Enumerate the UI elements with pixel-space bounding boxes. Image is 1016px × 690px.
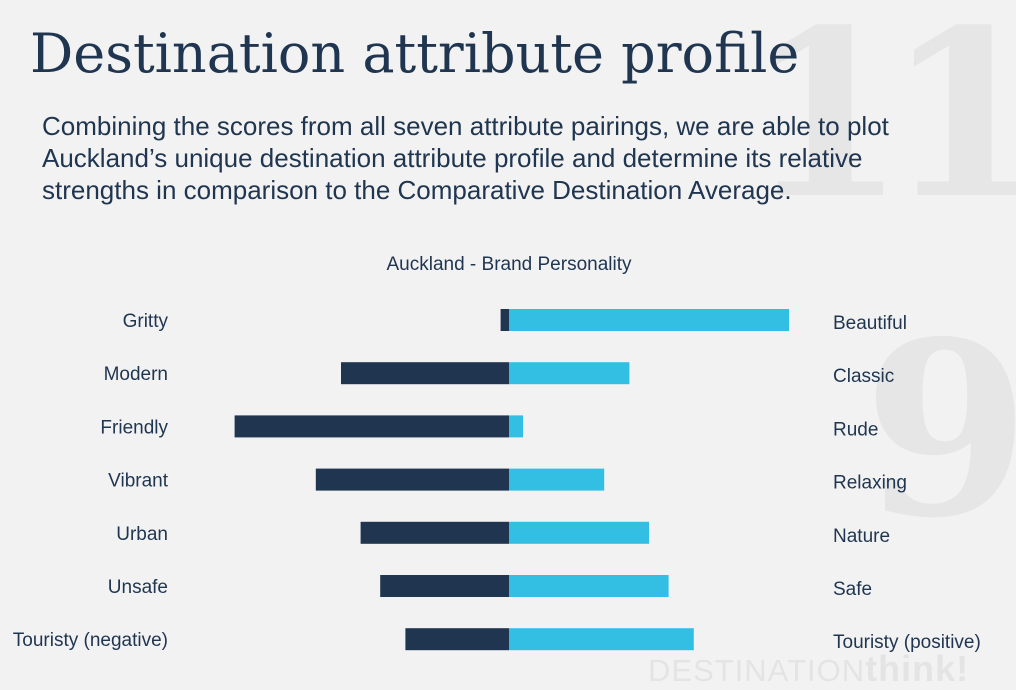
bar-negative-unsafe: [380, 575, 509, 597]
left-label-friendly: Friendly: [100, 417, 168, 438]
bar-positive-touristy-negative: [509, 628, 694, 651]
left-label-touristy-negative: Touristy (negative): [13, 630, 168, 651]
bar-positive-modern: [509, 362, 630, 385]
right-label-vibrant: Relaxing: [833, 473, 907, 494]
bar-negative-gritty: [500, 309, 509, 331]
intro-paragraph: Combining the scores from all seven attr…: [42, 111, 889, 205]
background-number-11: 11: [745, 0, 1016, 250]
bar-negative-urban: [360, 521, 509, 544]
right-label-urban: Nature: [833, 526, 890, 547]
bar-negative-vibrant: [315, 468, 509, 491]
bar-positive-vibrant: [509, 468, 605, 491]
right-label-unsafe: Safe: [833, 579, 872, 600]
right-label-modern: Classic: [833, 366, 894, 387]
right-label-touristy-negative: Touristy (positive): [833, 632, 981, 653]
bar-group: [234, 309, 789, 651]
bar-positive-unsafe: [509, 575, 669, 597]
bar-positive-friendly: [509, 415, 523, 438]
background-number-9: 9: [863, 289, 1016, 571]
right-label-gritty: Beautiful: [833, 313, 907, 334]
left-label-modern: Modern: [104, 364, 168, 385]
bar-negative-friendly: [234, 415, 509, 438]
bar-negative-touristy-negative: [405, 628, 509, 651]
right-label-friendly: Rude: [833, 419, 878, 440]
bar-positive-gritty: [509, 309, 789, 331]
chart-title: Auckland - Brand Personality: [386, 254, 632, 275]
bar-positive-urban: [509, 521, 649, 544]
label-group: Gritty Beautiful Modern Classic Friendly Rude…: [13, 311, 981, 653]
page-title: Destination attribute profile: [30, 22, 800, 85]
left-label-unsafe: Unsafe: [108, 577, 168, 598]
left-label-urban: Urban: [116, 524, 168, 545]
left-label-gritty: Gritty: [123, 311, 169, 332]
bar-negative-modern: [341, 362, 509, 385]
left-label-vibrant: Vibrant: [108, 471, 169, 492]
